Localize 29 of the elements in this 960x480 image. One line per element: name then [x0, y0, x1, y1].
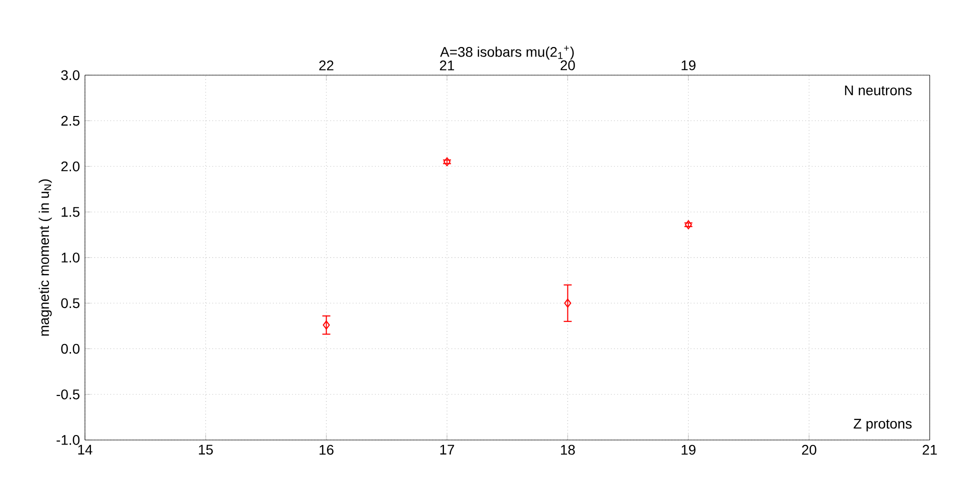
point [443, 157, 451, 166]
y-tick-label: 0.5 [61, 298, 80, 308]
y-tick-label: -0.5 [56, 389, 80, 400]
y-tick-label: 0.0 [61, 344, 80, 354]
y-axis-title: magnetic moment ( in u$_{N}$) [38, 179, 52, 336]
x-tick-label: 15 [198, 444, 213, 455]
x-tick-label: 14 [78, 444, 92, 454]
annotation: N neutrons [845, 86, 912, 96]
y-tick-label: 2.5 [61, 116, 80, 126]
x-tick-label: 19 [682, 444, 696, 455]
y-tick-label: -1.0 [56, 435, 80, 445]
x-tick-label: 16 [320, 444, 334, 455]
x-tick-label: 20 [802, 444, 816, 455]
point [684, 220, 692, 230]
point [564, 298, 572, 308]
x2-tick-label: 19 [682, 60, 696, 70]
y-tick-label: 1.0 [62, 252, 80, 263]
x-tick-label: 17 [440, 444, 454, 454]
x-tick-label: 21 [922, 444, 937, 455]
y-tick-label: 2.0 [61, 161, 80, 172]
x2-tick-label: 21 [440, 60, 454, 70]
y-tick-label: 3.0 [61, 70, 80, 80]
x2-tick-label: 22 [319, 60, 334, 70]
y-tick-label: 1.5 [62, 207, 80, 217]
point [322, 320, 330, 330]
chart-title: A=38 isobars mu(2$_{1}$$^{+}$) [440, 46, 574, 60]
annotation: Z protons [854, 418, 912, 432]
x2-tick-label: 20 [560, 60, 575, 70]
x-tick-label: 18 [561, 444, 575, 455]
